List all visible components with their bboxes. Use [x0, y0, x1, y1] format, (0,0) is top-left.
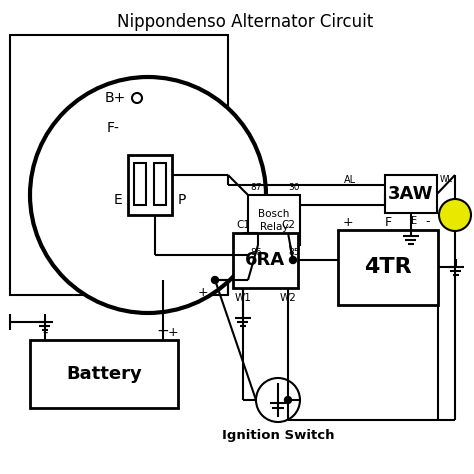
- Text: +: +: [156, 325, 169, 339]
- Text: +: +: [343, 216, 353, 228]
- Text: C2: C2: [281, 220, 295, 230]
- Bar: [128, 155, 172, 215]
- Text: W1: W1: [235, 293, 251, 303]
- Text: +: +: [168, 326, 178, 338]
- Text: 30: 30: [288, 183, 300, 192]
- Circle shape: [211, 276, 219, 283]
- Text: 6RA: 6RA: [245, 251, 285, 269]
- Text: F-: F-: [107, 121, 119, 135]
- Bar: [385, 175, 437, 213]
- Text: F: F: [384, 216, 392, 228]
- Bar: [10, 35, 228, 295]
- Text: AL: AL: [344, 175, 356, 185]
- Text: 85: 85: [288, 247, 300, 256]
- Bar: [233, 233, 298, 288]
- Text: WL: WL: [440, 174, 453, 183]
- Text: -: -: [426, 216, 430, 228]
- Text: 4TR: 4TR: [364, 257, 412, 277]
- Text: -: -: [42, 325, 48, 339]
- Circle shape: [439, 199, 471, 231]
- Text: B+: B+: [104, 91, 126, 105]
- Text: 87: 87: [250, 183, 262, 192]
- Text: +: +: [198, 285, 208, 299]
- Text: 86: 86: [250, 247, 262, 256]
- Circle shape: [284, 396, 292, 403]
- Circle shape: [132, 93, 142, 103]
- Circle shape: [290, 256, 297, 264]
- Bar: [338, 230, 438, 305]
- Text: W2: W2: [280, 293, 296, 303]
- Text: Ignition Switch: Ignition Switch: [222, 429, 334, 443]
- Circle shape: [256, 378, 300, 422]
- Bar: [248, 195, 300, 245]
- Text: P: P: [178, 193, 186, 207]
- Text: Bosch: Bosch: [258, 209, 290, 219]
- Text: Battery: Battery: [66, 365, 142, 383]
- Text: C1: C1: [236, 220, 250, 230]
- Text: E: E: [114, 193, 122, 207]
- Bar: [154, 163, 166, 205]
- Bar: [30, 340, 178, 408]
- Text: Nippondenso Alternator Circuit: Nippondenso Alternator Circuit: [117, 13, 373, 31]
- Text: 3AW: 3AW: [388, 185, 434, 203]
- Bar: [134, 163, 146, 205]
- Circle shape: [30, 77, 266, 313]
- Text: E: E: [411, 216, 417, 226]
- Text: Relay: Relay: [260, 222, 288, 232]
